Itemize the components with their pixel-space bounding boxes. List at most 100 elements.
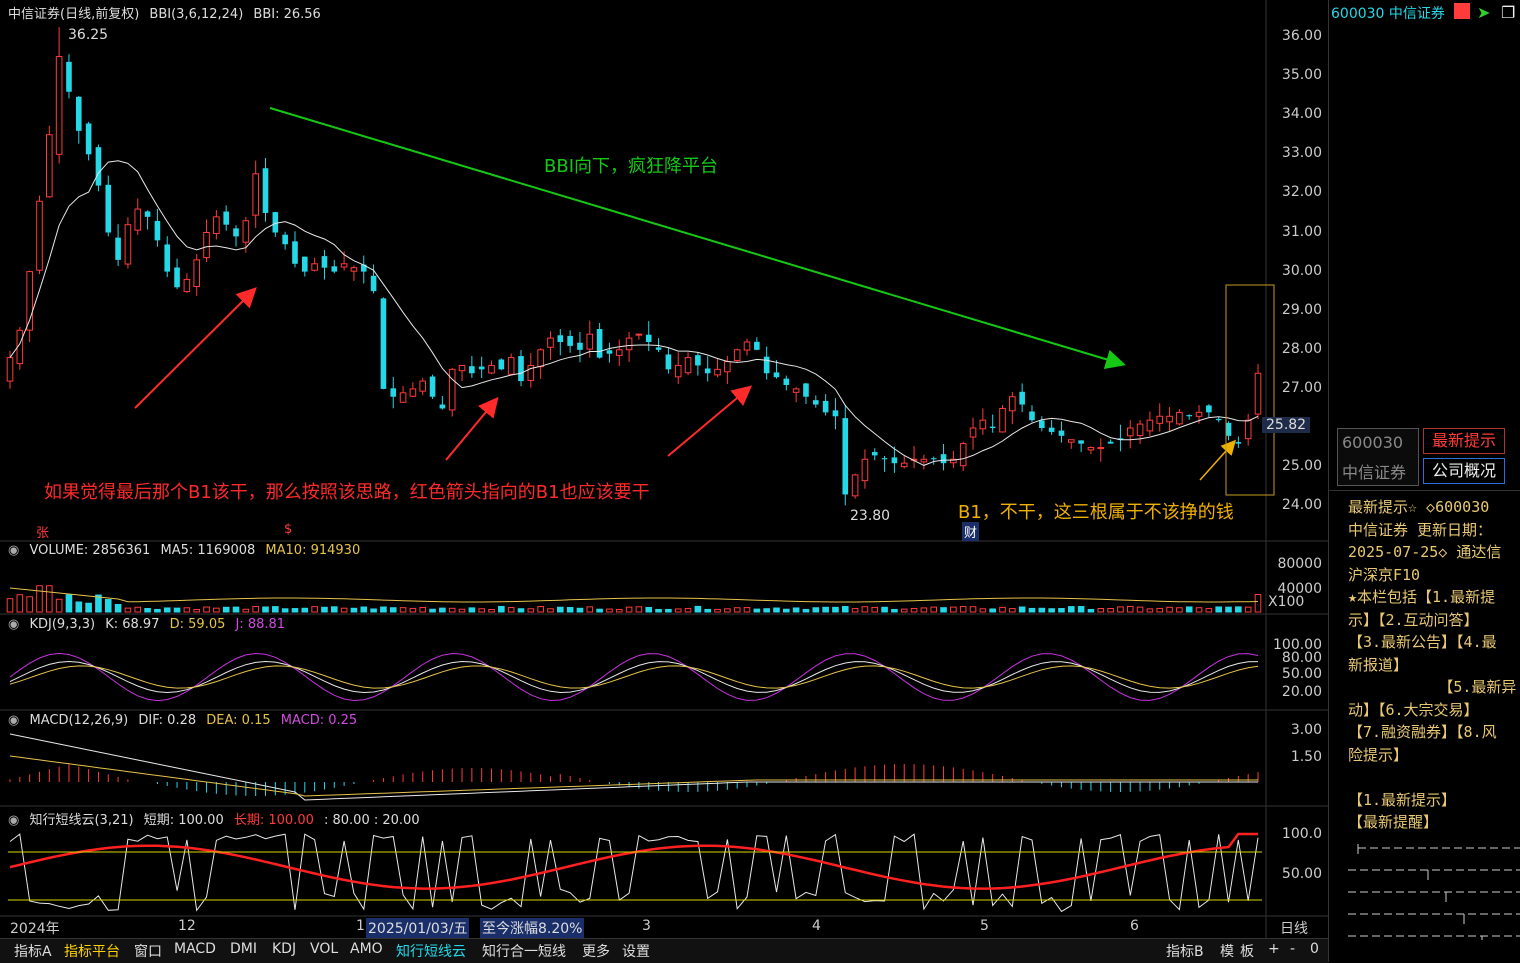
- candlestick-series: [6, 27, 1262, 506]
- candle-body: [1206, 405, 1212, 413]
- volume-bar: [900, 608, 908, 613]
- candle-body: [1117, 438, 1124, 440]
- flag-red-icon[interactable]: [1454, 3, 1470, 19]
- candle-body: [773, 372, 780, 378]
- marker-zhang[interactable]: 张: [36, 526, 50, 541]
- candle-body: [242, 220, 250, 243]
- macd-dea-line: [9, 755, 1258, 797]
- candle-body: [950, 458, 957, 464]
- panel-dividers: [0, 0, 1328, 938]
- candle-body: [567, 335, 573, 346]
- volume-bar: [291, 608, 299, 613]
- volume-bar: [773, 607, 780, 613]
- tab-amo[interactable]: AMO: [350, 941, 383, 957]
- candle-body: [989, 426, 996, 428]
- macd-dif: DIF: 0.28: [138, 713, 197, 728]
- macd-header: ◉ MACD(12,26,9) DIF: 0.28 DEA: 0.15 MACD…: [8, 713, 363, 728]
- tab-window[interactable]: 窗口: [134, 944, 162, 960]
- tab-dmi[interactable]: DMI: [230, 941, 257, 957]
- volume-bar: [193, 608, 201, 613]
- volume-bar: [124, 607, 132, 613]
- volume-bar: [920, 607, 928, 613]
- zoom-out-button[interactable]: -: [1290, 941, 1296, 957]
- period-label[interactable]: 日线: [1280, 921, 1308, 937]
- price-axis-label: 29.00: [1281, 301, 1322, 318]
- tab-kdj[interactable]: KDJ: [272, 941, 297, 957]
- tab-indicator-b[interactable]: 指标B: [1166, 944, 1204, 960]
- tab-more[interactable]: 更多: [582, 944, 610, 960]
- collapse-icon[interactable]: ◉: [8, 813, 20, 828]
- candle-body: [115, 237, 121, 260]
- volume-bar: [704, 608, 712, 613]
- macd-axis-3: 3.00: [1290, 722, 1322, 738]
- volume-bar: [370, 608, 377, 613]
- reset-button[interactable]: 0: [1310, 941, 1319, 957]
- volume-bar: [380, 606, 387, 613]
- volume-bar: [36, 585, 43, 613]
- candle-body: [979, 419, 987, 430]
- stock-badge[interactable]: 600030 中信证券: [1337, 428, 1419, 486]
- arrow-green-icon[interactable]: ➤: [1477, 3, 1491, 22]
- tab-indicator-a[interactable]: 指标A: [14, 944, 52, 960]
- tab-indicator-platform[interactable]: 指标平台: [64, 944, 120, 960]
- volume-bar: [360, 606, 368, 613]
- candle-body: [272, 212, 279, 233]
- volume-bar: [1048, 608, 1055, 613]
- tab-template-2[interactable]: 板: [1240, 944, 1254, 960]
- volume-bar: [566, 607, 574, 613]
- volume-bar: [409, 607, 417, 613]
- marker-dollar[interactable]: $: [284, 522, 293, 537]
- candle-body: [1048, 427, 1055, 432]
- candle-body: [75, 96, 82, 131]
- volume-bar: [733, 607, 741, 613]
- bbi-value: BBI: 26.56: [253, 7, 321, 22]
- candle-body: [625, 337, 633, 351]
- chart-title: 中信证券(日线,前复权): [8, 7, 140, 22]
- volume-bar: [1225, 606, 1232, 613]
- candle-body: [302, 256, 308, 272]
- window-toggle-icon[interactable]: ❐: [1501, 3, 1516, 22]
- candle-body: [154, 220, 161, 241]
- volume-bar: [665, 608, 672, 613]
- cloud-long: 长期: 100.00: [233, 813, 314, 828]
- tab-vol[interactable]: VOL: [310, 941, 339, 957]
- price-axis-label: 35.00: [1281, 67, 1322, 84]
- volume-bar: [753, 608, 761, 613]
- tab-cloud[interactable]: 知行短线云: [396, 944, 466, 960]
- badge-code: 600030: [1342, 433, 1404, 452]
- volume-series: [6, 585, 1262, 613]
- tab-zhixing[interactable]: 知行合一短线: [482, 944, 566, 960]
- candle-body: [1107, 441, 1114, 444]
- cloud-axis-50: 50.00: [1281, 866, 1322, 882]
- price-axis-label: 32.00: [1281, 184, 1322, 201]
- candle-body: [26, 271, 33, 331]
- price-axis-label: 24.00: [1281, 497, 1322, 514]
- date-label: 2024年: [10, 921, 60, 937]
- volume-bar: [1009, 608, 1016, 613]
- tab-template-1[interactable]: 模: [1220, 944, 1234, 960]
- candle-body: [36, 200, 43, 271]
- latest-tips-button[interactable]: 最新提示: [1423, 428, 1505, 454]
- price-axis-label: 36.00: [1281, 28, 1322, 44]
- company-overview-button[interactable]: 公司概况: [1423, 458, 1505, 484]
- gain-since-label: 至今涨幅8.20%: [480, 918, 585, 938]
- date-axis: 2024年 12 1 2025/01/03/五 至今涨幅8.20% 3 4 5 …: [0, 918, 1266, 938]
- marker-cai[interactable]: 财: [962, 522, 980, 541]
- collapse-icon[interactable]: ◉: [8, 617, 20, 632]
- annotation-yellow: B1，不干，这三根属于不该挣的钱: [958, 502, 1234, 523]
- volume-bar: [203, 606, 210, 613]
- candle-body: [1078, 440, 1084, 444]
- price-axis-label: 31.00: [1281, 223, 1322, 240]
- collapse-icon[interactable]: ◉: [8, 543, 20, 558]
- kdj-d-line: [9, 665, 1259, 689]
- volume-bar: [144, 608, 151, 613]
- badge-name: 中信证券: [1342, 463, 1407, 482]
- collapse-icon[interactable]: ◉: [8, 713, 20, 728]
- volume-bar: [547, 608, 554, 613]
- volume-bar: [1254, 594, 1262, 613]
- volume-bar: [655, 608, 662, 613]
- tab-settings[interactable]: 设置: [622, 944, 650, 960]
- tab-macd[interactable]: MACD: [174, 941, 216, 957]
- candle-body: [674, 364, 682, 378]
- zoom-in-button[interactable]: +: [1268, 941, 1280, 957]
